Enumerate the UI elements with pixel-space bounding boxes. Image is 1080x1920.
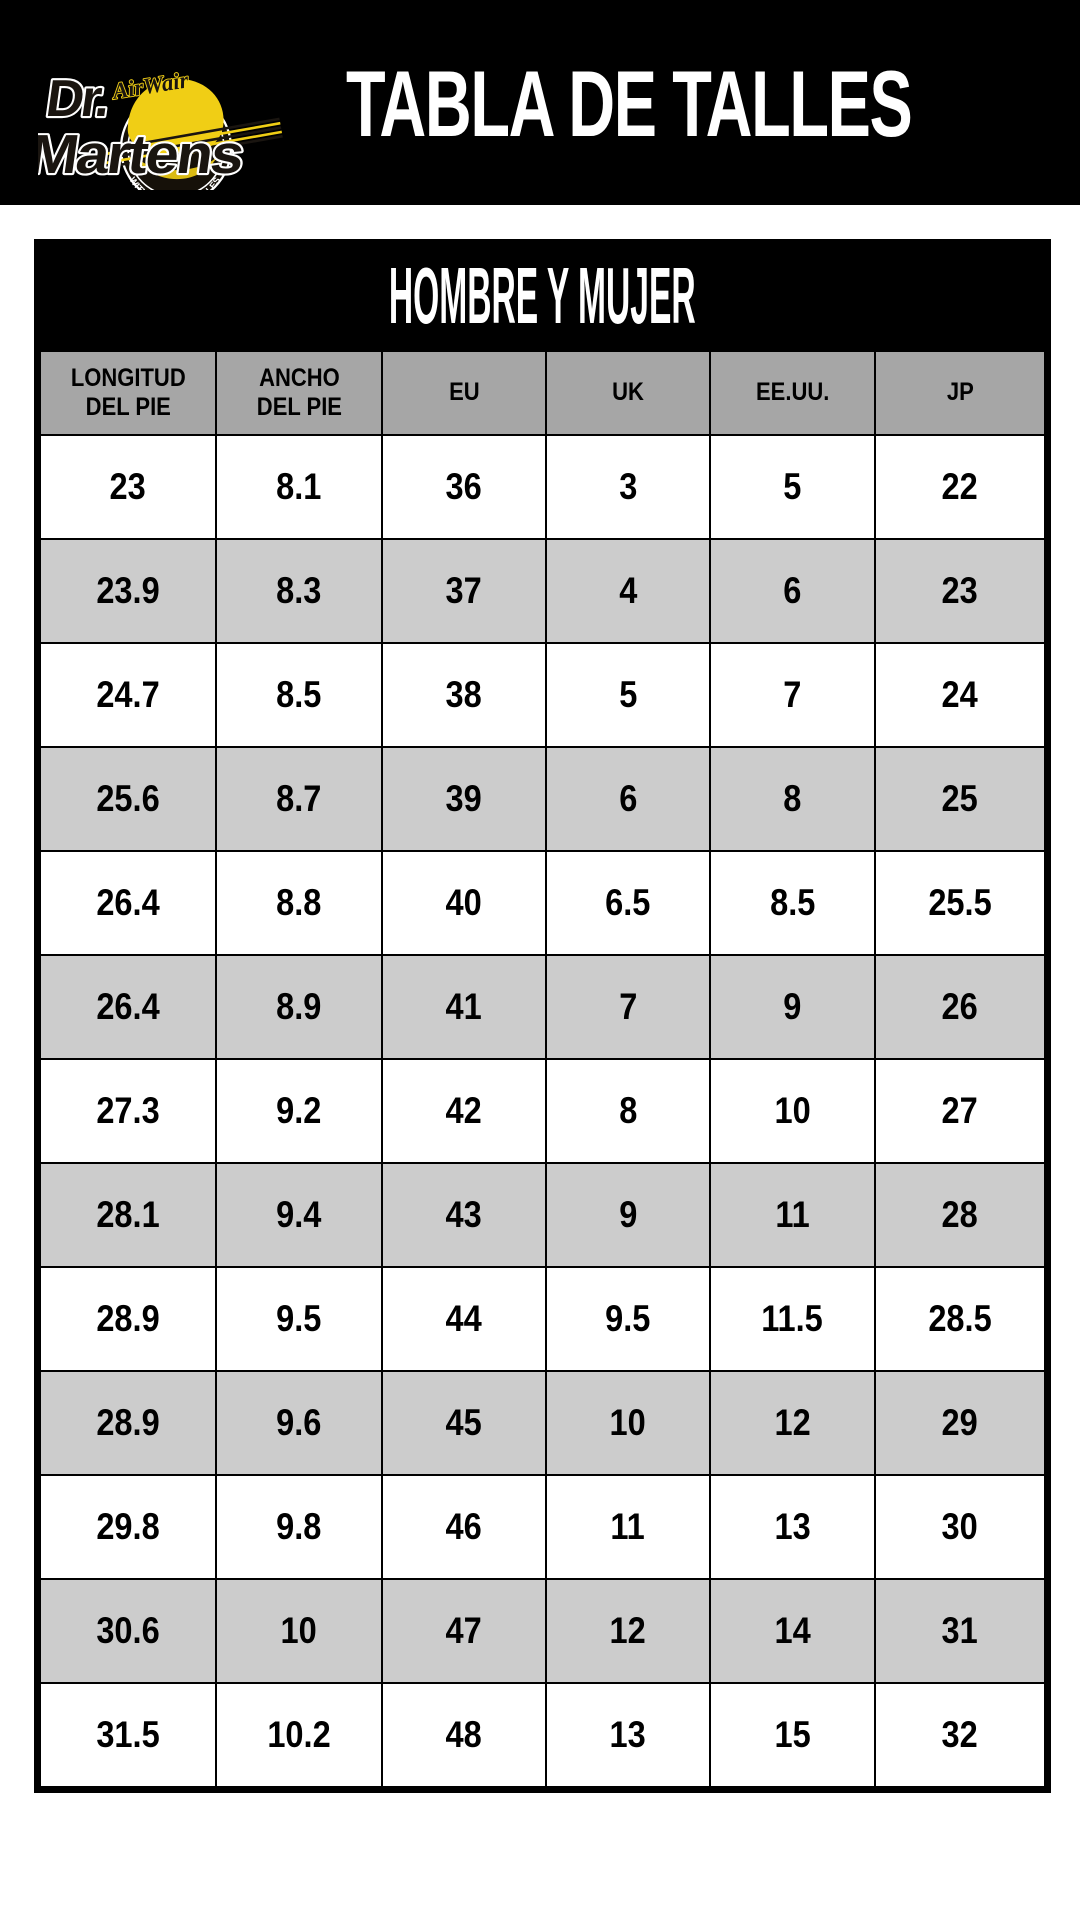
svg-text:Dr.: Dr. bbox=[43, 70, 111, 128]
